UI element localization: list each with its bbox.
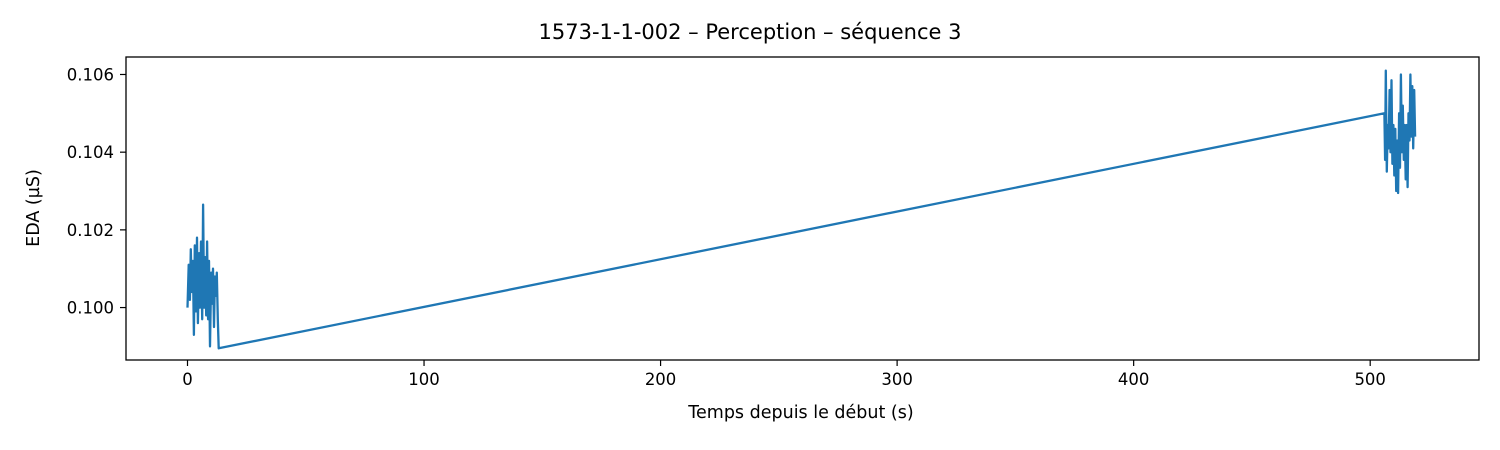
y-tick-label: 0.100 [67,299,114,318]
y-tick-label: 0.106 [67,65,114,84]
y-tick-label: 0.102 [67,221,114,240]
plot-lines [186,69,1417,350]
y-tick-label: 0.104 [67,143,114,162]
axis-ticks: 0 100 200 300 400 500 0.100 0.102 0.104 0.106 [67,65,1386,389]
eda-series-line [186,69,1417,350]
x-tick-label: 0 [182,370,193,389]
x-axis-label: Temps depuis le début (s) [688,403,914,423]
x-tick-label: 400 [1118,370,1150,389]
x-tick-label: 100 [408,370,440,389]
x-tick-label: 300 [881,370,913,389]
y-axis-label: EDA (µS) [24,169,44,247]
plot-area-frame [125,56,1480,361]
x-tick-label: 200 [645,370,677,389]
x-tick-label: 500 [1354,370,1386,389]
chart-title: 1573-1-1-002 – Perception – séquence 3 [538,20,962,44]
